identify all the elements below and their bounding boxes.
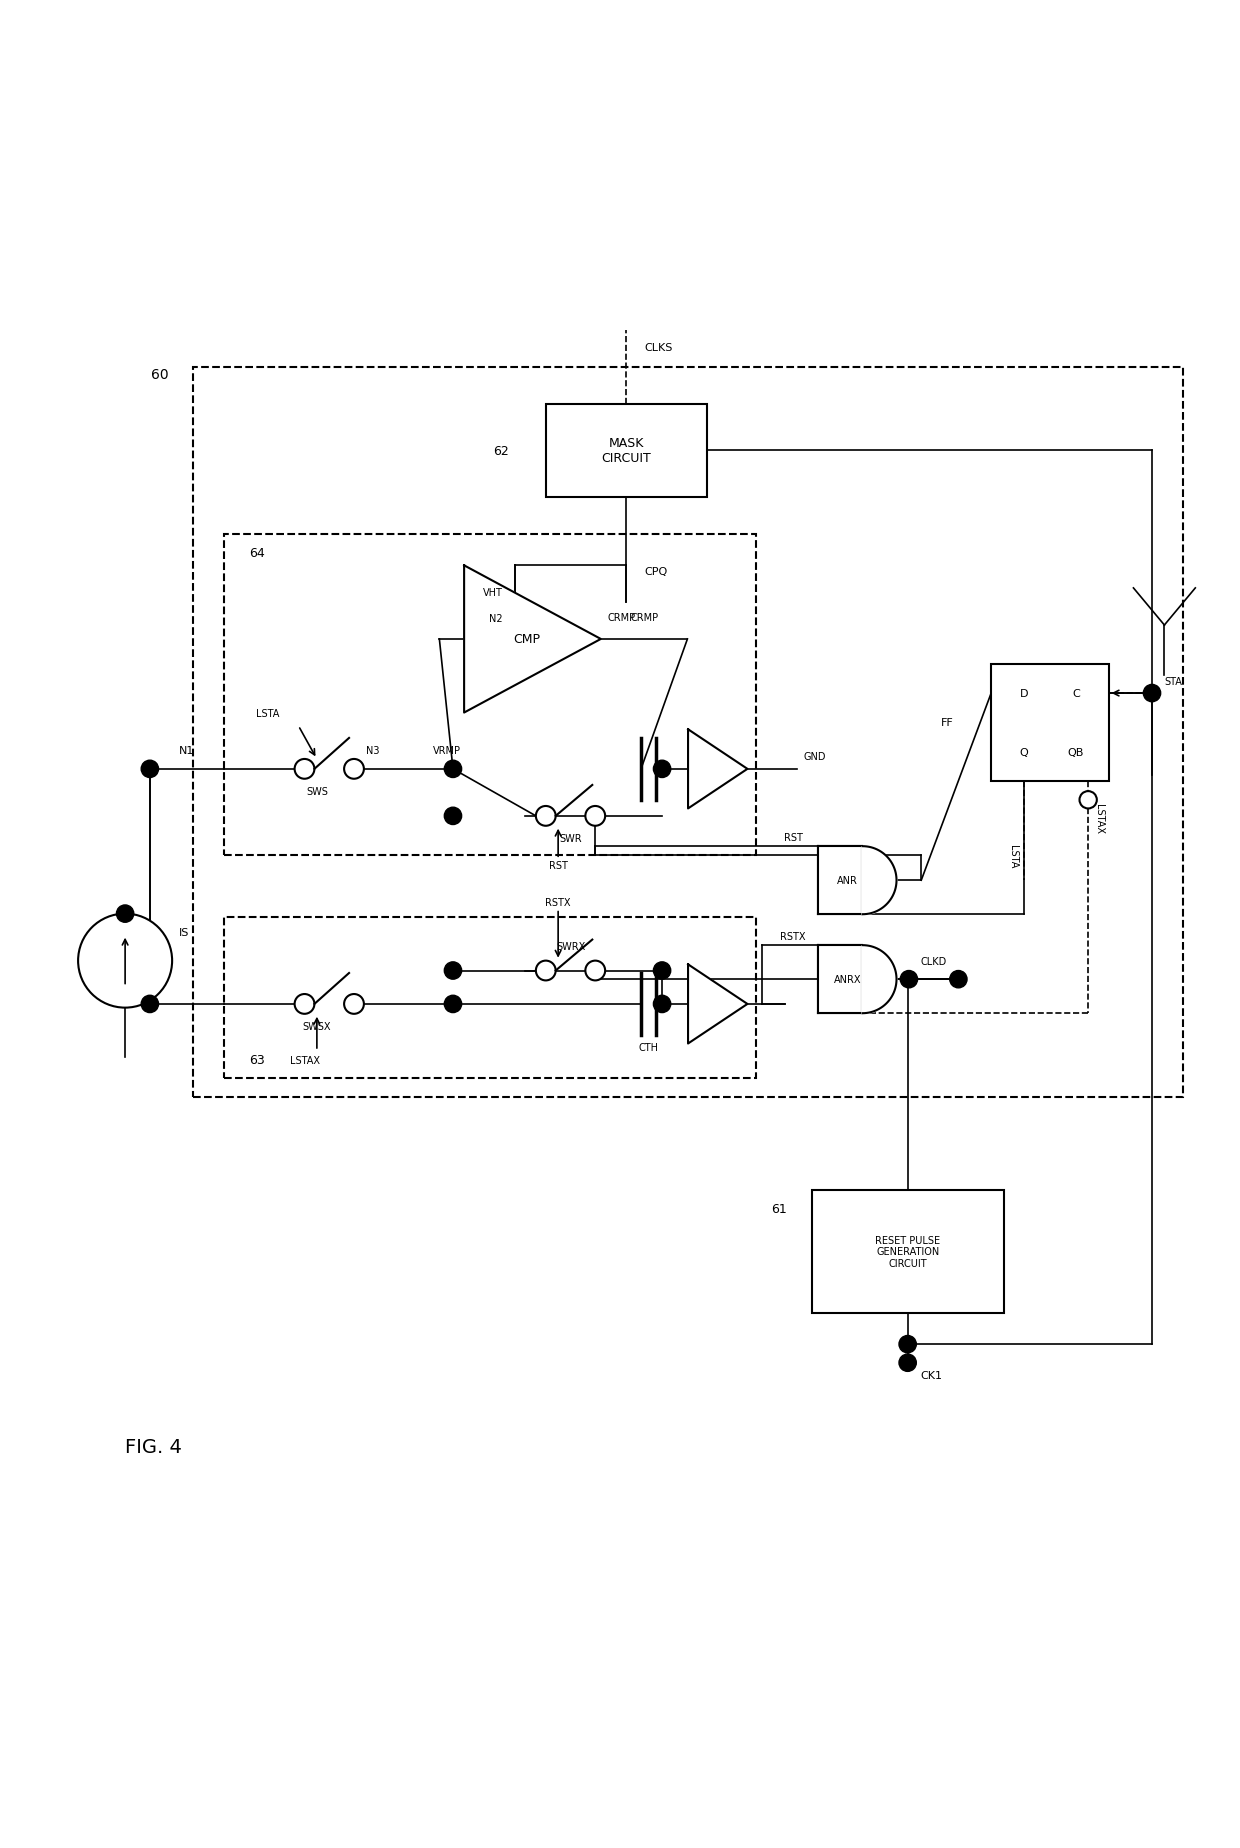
Text: LSTAX: LSTAX	[289, 1055, 320, 1064]
Circle shape	[78, 915, 172, 1009]
Text: LSTA: LSTA	[1008, 845, 1018, 869]
Text: ANRX: ANRX	[833, 974, 862, 985]
Polygon shape	[464, 565, 601, 713]
Text: N1: N1	[180, 747, 195, 756]
FancyBboxPatch shape	[818, 946, 863, 1015]
Text: GND: GND	[804, 752, 826, 761]
Circle shape	[444, 963, 461, 979]
Polygon shape	[688, 730, 748, 809]
Circle shape	[536, 806, 556, 826]
Text: MASK
CIRCUIT: MASK CIRCUIT	[601, 436, 651, 466]
FancyBboxPatch shape	[818, 846, 863, 915]
Circle shape	[444, 996, 461, 1013]
Text: 63: 63	[249, 1053, 264, 1066]
Circle shape	[1143, 686, 1161, 702]
Bar	[224, 534, 756, 856]
Text: CK1: CK1	[920, 1371, 942, 1380]
Text: LSTAX: LSTAX	[1095, 804, 1105, 833]
Text: VHT: VHT	[482, 588, 502, 597]
Text: D: D	[1019, 689, 1028, 699]
Text: SWR: SWR	[559, 833, 582, 845]
Circle shape	[653, 996, 671, 1013]
Circle shape	[343, 994, 363, 1015]
Text: ANR: ANR	[837, 876, 858, 885]
Bar	[224, 918, 756, 1079]
Circle shape	[899, 1355, 916, 1371]
Text: CTH: CTH	[639, 1042, 658, 1053]
Text: 61: 61	[771, 1203, 787, 1216]
Bar	[546, 405, 707, 497]
Text: RSTX: RSTX	[780, 931, 806, 941]
Circle shape	[141, 761, 159, 778]
Text: N3: N3	[366, 747, 379, 756]
Text: 64: 64	[249, 547, 264, 560]
Text: LSTA: LSTA	[255, 710, 279, 719]
Text: FIG. 4: FIG. 4	[125, 1436, 182, 1456]
Circle shape	[444, 808, 461, 824]
Text: CLKD: CLKD	[920, 955, 946, 967]
Text: CPQ: CPQ	[645, 567, 668, 577]
Circle shape	[653, 761, 671, 778]
Circle shape	[900, 970, 918, 989]
Circle shape	[585, 961, 605, 981]
Circle shape	[585, 806, 605, 826]
Text: QB: QB	[1068, 747, 1084, 758]
Circle shape	[899, 1336, 916, 1353]
Text: Q: Q	[1019, 747, 1028, 758]
Text: CMP: CMP	[513, 634, 541, 647]
Circle shape	[295, 994, 315, 1015]
Text: SWSX: SWSX	[303, 1022, 331, 1031]
Text: C: C	[1071, 689, 1080, 699]
Circle shape	[950, 970, 967, 989]
Bar	[991, 663, 1109, 782]
Text: SWS: SWS	[306, 787, 327, 796]
Text: CRMP: CRMP	[630, 612, 658, 623]
Text: CLKS: CLKS	[645, 344, 673, 353]
Circle shape	[295, 760, 315, 780]
Text: RSTX: RSTX	[546, 898, 570, 907]
Text: N2: N2	[489, 614, 502, 623]
Bar	[193, 368, 1183, 1098]
Circle shape	[653, 963, 671, 979]
Text: STA: STA	[1164, 676, 1182, 686]
Text: CRMP: CRMP	[608, 612, 635, 623]
Circle shape	[1080, 791, 1097, 809]
Bar	[812, 1190, 1003, 1314]
Circle shape	[536, 961, 556, 981]
Circle shape	[141, 996, 159, 1013]
Text: FF: FF	[941, 719, 954, 728]
Circle shape	[444, 761, 461, 778]
Text: VRMP: VRMP	[433, 747, 461, 756]
Text: IS: IS	[180, 928, 190, 939]
Text: SWRX: SWRX	[556, 941, 585, 952]
Text: RESET PULSE
GENERATION
CIRCUIT: RESET PULSE GENERATION CIRCUIT	[875, 1234, 940, 1268]
Circle shape	[343, 760, 363, 780]
Text: RST: RST	[549, 861, 568, 870]
Text: 62: 62	[494, 445, 508, 458]
Text: 60: 60	[151, 368, 169, 381]
Circle shape	[117, 906, 134, 922]
Text: RST: RST	[784, 832, 802, 843]
Polygon shape	[688, 965, 748, 1044]
